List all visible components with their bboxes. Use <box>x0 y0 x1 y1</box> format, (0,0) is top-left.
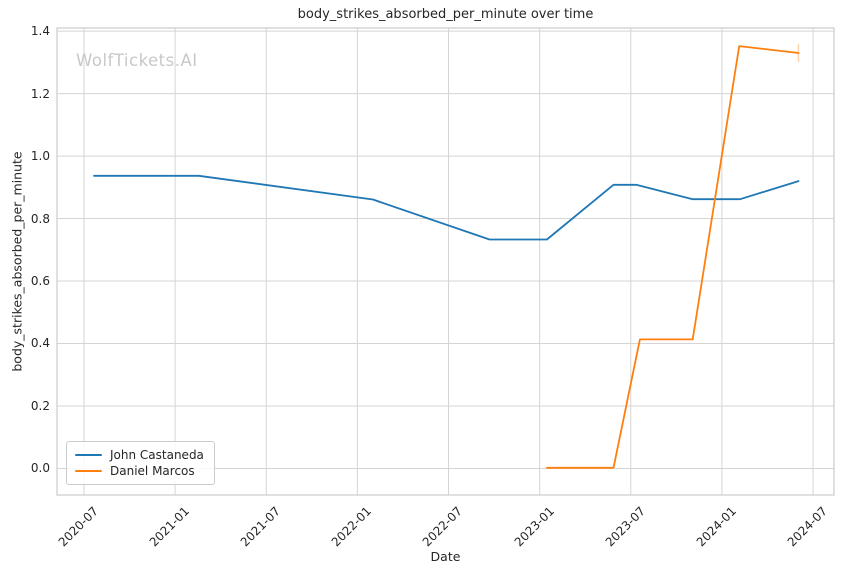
chart-title: body_strikes_absorbed_per_minute over ti… <box>297 7 594 22</box>
y-tick-label: 0.8 <box>30 211 50 226</box>
legend-entry: John Castaneda <box>75 447 204 463</box>
legend-line-icon <box>75 454 102 456</box>
series-line-daniel-marcos <box>546 45 800 469</box>
y-tick-label: 0.2 <box>30 398 50 413</box>
legend-label: Daniel Marcos <box>110 464 195 478</box>
watermark: WolfTickets.AI <box>76 51 198 70</box>
series-line-john-castaneda <box>93 174 800 241</box>
y-tick-label: 0.6 <box>30 274 50 289</box>
y-tick-label: 1.2 <box>30 86 50 101</box>
x-axis-label: Date <box>430 549 461 564</box>
axes-border <box>56 27 835 496</box>
y-tick-label: 0.4 <box>30 336 50 351</box>
legend: John Castaneda Daniel Marcos <box>66 441 215 485</box>
legend-label: John Castaneda <box>110 448 204 462</box>
legend-line-icon <box>75 470 102 472</box>
y-tick-label: 1.0 <box>30 149 50 164</box>
legend-entry: Daniel Marcos <box>75 463 204 479</box>
y-tick-label: 1.4 <box>30 24 50 39</box>
y-tick-label: 0.0 <box>30 461 50 476</box>
